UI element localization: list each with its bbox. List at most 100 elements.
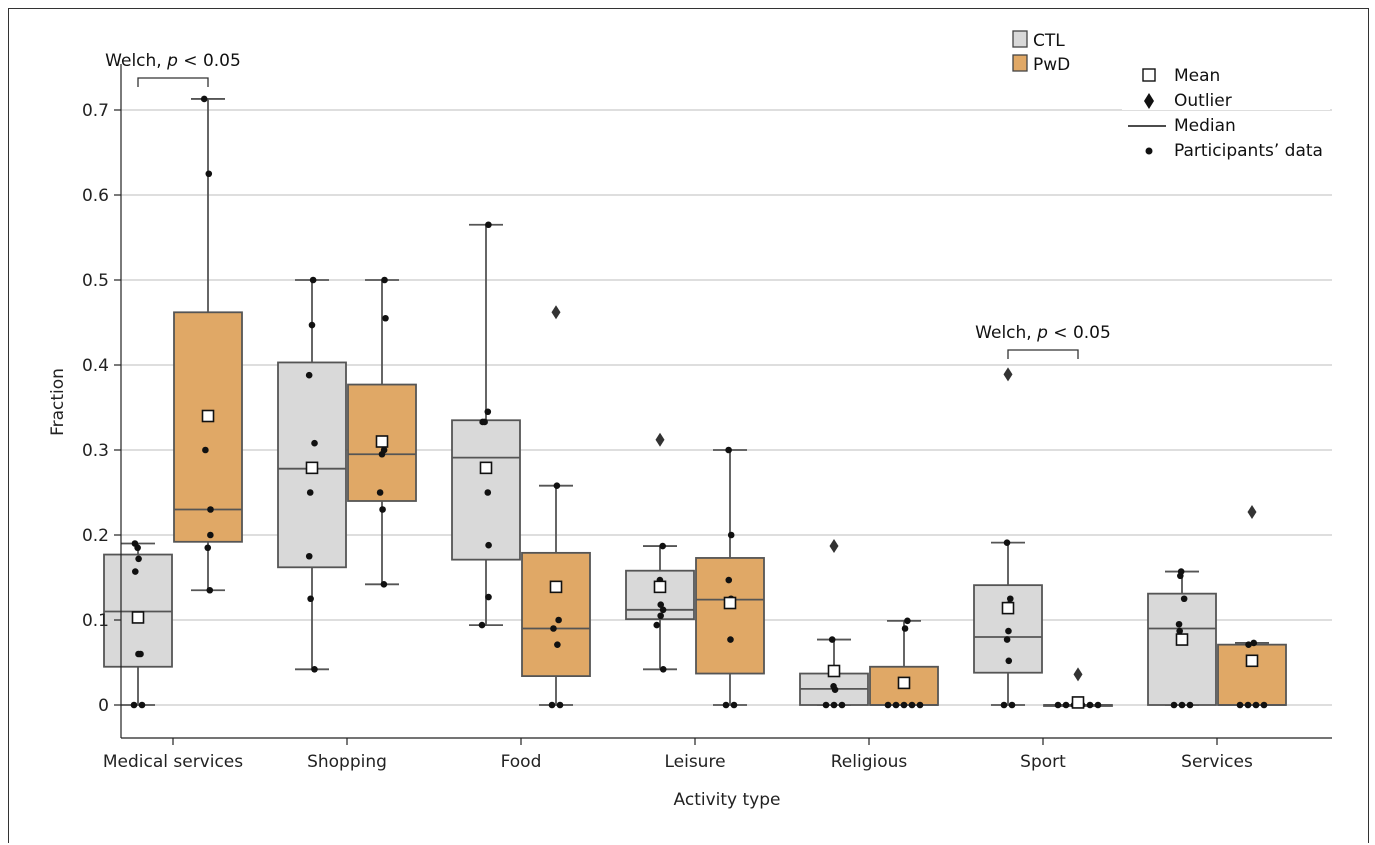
participant-point bbox=[830, 701, 838, 709]
participant-point bbox=[1178, 701, 1186, 709]
significance-bracket bbox=[137, 77, 209, 87]
participant-point bbox=[916, 701, 924, 709]
mean-marker bbox=[305, 461, 319, 475]
participant-point bbox=[131, 568, 139, 575]
participant-point bbox=[382, 314, 389, 322]
mean-marker bbox=[549, 580, 563, 594]
box-ctl bbox=[973, 367, 1043, 709]
legend-mean-symbol bbox=[1142, 68, 1156, 82]
participant-point bbox=[135, 650, 142, 658]
outlier-marker bbox=[1073, 667, 1083, 682]
participant-point bbox=[1170, 701, 1178, 709]
significance-label: Welch, p < 0.05 bbox=[975, 323, 1111, 343]
box-iqr bbox=[1217, 643, 1287, 706]
participant-point bbox=[659, 606, 667, 614]
participant-point bbox=[200, 95, 208, 103]
box-ctl bbox=[277, 276, 347, 673]
participant-point bbox=[485, 541, 492, 549]
y-tick-label: 0.2 bbox=[82, 526, 109, 546]
participant-point bbox=[481, 418, 488, 426]
box-pwd bbox=[869, 617, 939, 709]
participant-point bbox=[1094, 701, 1102, 709]
participant-point bbox=[309, 276, 317, 284]
mean-marker bbox=[723, 596, 737, 610]
legend-item-median: Median bbox=[1128, 116, 1236, 136]
mean-marker bbox=[479, 461, 493, 475]
participant-point bbox=[554, 641, 561, 648]
mean-marker bbox=[897, 676, 911, 690]
x-tick-label: Services bbox=[1181, 752, 1253, 772]
participant-point bbox=[555, 616, 562, 624]
participant-point bbox=[1003, 636, 1011, 643]
legend-swatch bbox=[1012, 54, 1028, 72]
participant-point bbox=[1177, 568, 1185, 575]
participant-point bbox=[1260, 701, 1268, 709]
x-tick-label: Medical services bbox=[103, 752, 243, 772]
participant-point bbox=[1008, 701, 1016, 709]
participant-point bbox=[828, 636, 836, 643]
participant-point bbox=[908, 701, 916, 709]
outlier-marker bbox=[655, 432, 665, 447]
box-pwd bbox=[173, 95, 243, 594]
box-ctl bbox=[1147, 568, 1217, 709]
y-tick-label: 0.6 bbox=[82, 186, 109, 206]
participant-point bbox=[659, 666, 667, 673]
box-ctl bbox=[625, 432, 695, 673]
legend-background bbox=[1122, 62, 1330, 110]
x-tick-label: Sport bbox=[1020, 752, 1066, 772]
participant-point bbox=[1244, 701, 1252, 709]
participant-point bbox=[1250, 639, 1258, 647]
participant-point bbox=[1006, 595, 1014, 603]
participant-point bbox=[722, 701, 730, 709]
participant-point bbox=[305, 371, 313, 379]
outlier-marker bbox=[1247, 505, 1257, 520]
participant-point bbox=[485, 593, 492, 601]
participant-point bbox=[900, 701, 908, 709]
participant-point bbox=[1236, 701, 1244, 709]
participant-point bbox=[659, 542, 666, 550]
legend-outlier-symbol bbox=[1144, 93, 1154, 109]
participant-point bbox=[205, 170, 213, 178]
participant-point bbox=[901, 625, 909, 632]
participant-point bbox=[1180, 595, 1188, 603]
participant-point bbox=[202, 446, 209, 454]
mean-marker bbox=[1001, 601, 1015, 615]
x-tick-label: Shopping bbox=[307, 752, 387, 772]
participant-point bbox=[380, 581, 388, 588]
y-tick-label: 0.1 bbox=[82, 611, 109, 631]
legend-label: CTL bbox=[1033, 31, 1065, 51]
legend-item-participants-data: Participants’ data bbox=[1145, 141, 1323, 161]
legend-label: PwD bbox=[1033, 55, 1070, 75]
participant-point bbox=[884, 701, 892, 709]
participant-point bbox=[892, 701, 900, 709]
participant-point bbox=[1005, 627, 1012, 635]
x-tick-label: Leisure bbox=[664, 752, 725, 772]
legend-item-mean: Mean bbox=[1142, 66, 1220, 86]
mean-marker bbox=[201, 409, 215, 423]
box-iqr bbox=[695, 557, 765, 675]
participant-point bbox=[822, 701, 830, 709]
participant-point bbox=[657, 612, 664, 620]
participant-point bbox=[305, 552, 313, 560]
legend-point-symbol bbox=[1145, 147, 1153, 155]
participant-point bbox=[1005, 657, 1013, 665]
participant-point bbox=[380, 446, 388, 454]
y-tick-label: 0.3 bbox=[82, 441, 109, 461]
boxes-layer bbox=[103, 95, 1287, 709]
participant-point bbox=[657, 601, 665, 608]
box-pwd bbox=[695, 446, 765, 709]
participant-point bbox=[135, 555, 142, 563]
y-tick-label: 0.4 bbox=[82, 356, 109, 376]
box-iqr bbox=[521, 551, 591, 677]
participant-point bbox=[207, 531, 214, 539]
figure-frame bbox=[8, 8, 1369, 843]
participant-point bbox=[306, 489, 314, 496]
box-iqr bbox=[1147, 592, 1217, 706]
box-pwd bbox=[521, 305, 591, 709]
box-ctl bbox=[799, 539, 869, 709]
participant-point bbox=[838, 701, 846, 709]
mean-marker bbox=[653, 580, 667, 594]
participant-point bbox=[904, 617, 911, 625]
participant-point bbox=[376, 489, 384, 496]
